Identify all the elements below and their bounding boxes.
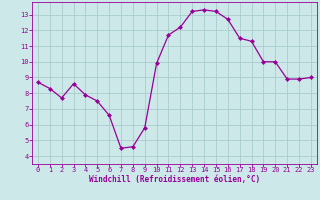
- X-axis label: Windchill (Refroidissement éolien,°C): Windchill (Refroidissement éolien,°C): [89, 175, 260, 184]
